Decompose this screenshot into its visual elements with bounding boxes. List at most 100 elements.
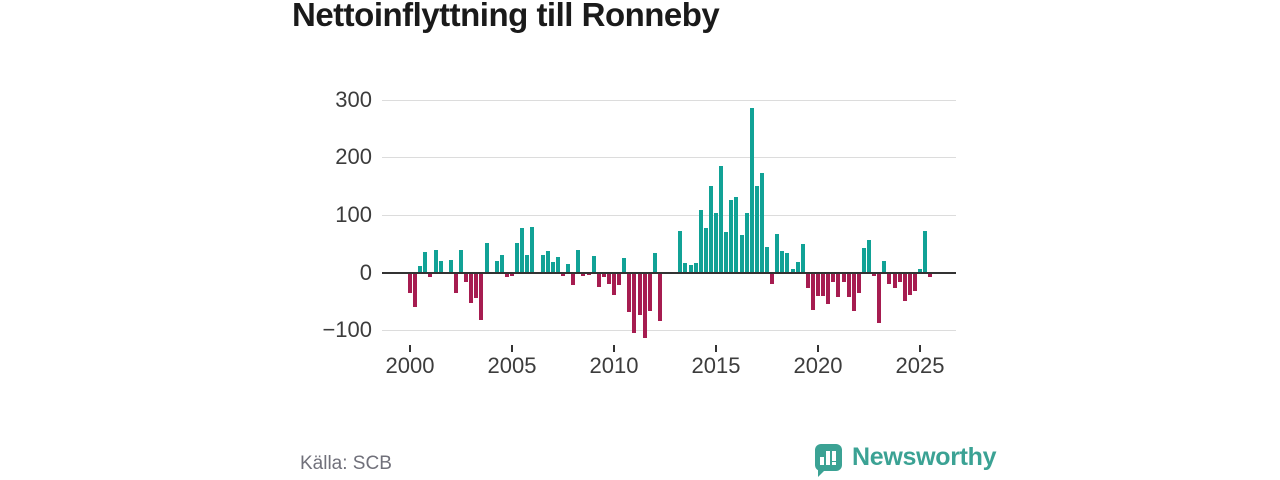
chart-bar bbox=[729, 200, 734, 273]
chart-bar bbox=[484, 242, 489, 273]
chart-bar bbox=[459, 249, 463, 273]
x-tick-2005 bbox=[511, 345, 513, 352]
chart-bar bbox=[821, 272, 826, 296]
x-tick-label-2020: 2020 bbox=[793, 353, 843, 378]
chart-bar bbox=[464, 272, 469, 282]
chart-bar bbox=[566, 264, 571, 273]
chart-bar bbox=[586, 272, 591, 275]
chart-bar bbox=[688, 265, 693, 273]
chart-bar bbox=[438, 261, 443, 273]
source-caption: Källa: SCB bbox=[300, 453, 392, 474]
chart-bar bbox=[515, 243, 520, 273]
chart-bar bbox=[469, 272, 474, 304]
chart-bar bbox=[678, 231, 683, 273]
chart-bar bbox=[545, 250, 550, 273]
newsworthy-wordmark: Newsworthy bbox=[852, 443, 997, 471]
chart-bar bbox=[632, 272, 637, 334]
x-tick-label-2015: 2015 bbox=[691, 353, 741, 378]
x-tick-label-2010: 2010 bbox=[589, 353, 639, 378]
logo-bar-1 bbox=[820, 457, 824, 465]
chart-bar bbox=[765, 246, 769, 273]
chart-bar bbox=[800, 243, 805, 273]
chart-bar bbox=[734, 196, 739, 273]
chart-bar bbox=[647, 272, 652, 311]
y-tick-label-300: 300 bbox=[335, 86, 372, 112]
chart-bar bbox=[433, 250, 438, 273]
chart-bar bbox=[887, 272, 892, 284]
chart-bar bbox=[923, 231, 928, 273]
chart-bar bbox=[494, 261, 499, 273]
chart-bar bbox=[561, 272, 565, 276]
chart-bar bbox=[907, 272, 912, 295]
chart-bar bbox=[882, 261, 887, 273]
chart-bar bbox=[902, 272, 907, 301]
chart-bar bbox=[754, 186, 759, 273]
x-tick-2020 bbox=[817, 345, 819, 352]
chart-bar bbox=[749, 108, 754, 273]
chart-bar bbox=[571, 272, 576, 285]
chart-bar bbox=[525, 254, 530, 273]
chart-bar bbox=[897, 272, 902, 282]
y-tick-label-200: 200 bbox=[335, 144, 372, 170]
y-tick-label--100: −100 bbox=[322, 317, 372, 343]
chart-bar bbox=[805, 272, 810, 289]
chart-bar bbox=[816, 272, 820, 296]
zero-axis-line bbox=[382, 271, 956, 274]
logo-bar-2 bbox=[826, 451, 830, 465]
chart-bar bbox=[627, 272, 632, 313]
newsworthy-logo-icon bbox=[815, 444, 842, 477]
chart-bar bbox=[826, 272, 831, 305]
chart-bar bbox=[744, 213, 749, 273]
chart-bar bbox=[408, 272, 412, 293]
x-tick-label-2025: 2025 bbox=[895, 353, 945, 378]
chart-bar bbox=[413, 272, 418, 308]
chart-bar bbox=[841, 272, 846, 283]
chart-bar bbox=[892, 272, 897, 288]
chart-bar bbox=[657, 272, 662, 322]
x-tick-2015 bbox=[715, 345, 717, 352]
chart-bar bbox=[428, 272, 433, 277]
chart-bar bbox=[759, 172, 764, 273]
chart-bar bbox=[652, 252, 657, 273]
newsworthy-brand: Newsworthy bbox=[815, 443, 997, 477]
x-tick-2010 bbox=[613, 345, 615, 352]
chart-bar bbox=[785, 253, 790, 273]
y-tick-label-0: 0 bbox=[359, 259, 372, 285]
chart-bar bbox=[831, 272, 836, 283]
logo-bar-3 bbox=[832, 451, 836, 461]
gridline--100 bbox=[382, 330, 956, 332]
chart-bar bbox=[453, 272, 458, 294]
x-tick-2025 bbox=[919, 345, 921, 352]
chart-bar bbox=[617, 272, 622, 286]
chart-bar bbox=[693, 262, 698, 273]
chart-bar bbox=[504, 272, 509, 278]
chart-bar bbox=[606, 272, 611, 284]
chart-bar bbox=[877, 272, 882, 324]
chart-bar bbox=[708, 185, 713, 273]
chart-title: Nettoinflyttning till Ronneby bbox=[292, 0, 720, 33]
chart-bar bbox=[555, 256, 560, 273]
gridline-300 bbox=[382, 99, 956, 101]
chart-bar bbox=[928, 272, 933, 277]
chart-bar bbox=[622, 258, 627, 273]
chart-bar bbox=[836, 272, 841, 297]
chart-bar bbox=[448, 260, 453, 273]
chart-bar bbox=[912, 272, 917, 291]
chart-bar bbox=[846, 272, 851, 298]
x-tick-label-2000: 2000 bbox=[385, 353, 435, 378]
chart-bar bbox=[739, 235, 744, 273]
chart-bar bbox=[918, 268, 922, 273]
chart-bar bbox=[770, 272, 775, 284]
x-tick-2000 bbox=[409, 345, 411, 352]
chart-bar bbox=[856, 272, 861, 294]
chart-bar bbox=[642, 272, 647, 338]
chart-bar bbox=[714, 213, 718, 273]
chart-bar bbox=[637, 272, 642, 316]
chart-bar bbox=[591, 255, 596, 273]
chart-bar bbox=[576, 250, 581, 273]
chart-bar bbox=[810, 272, 815, 311]
chart-bar bbox=[851, 272, 856, 311]
chart-bar bbox=[530, 226, 535, 273]
